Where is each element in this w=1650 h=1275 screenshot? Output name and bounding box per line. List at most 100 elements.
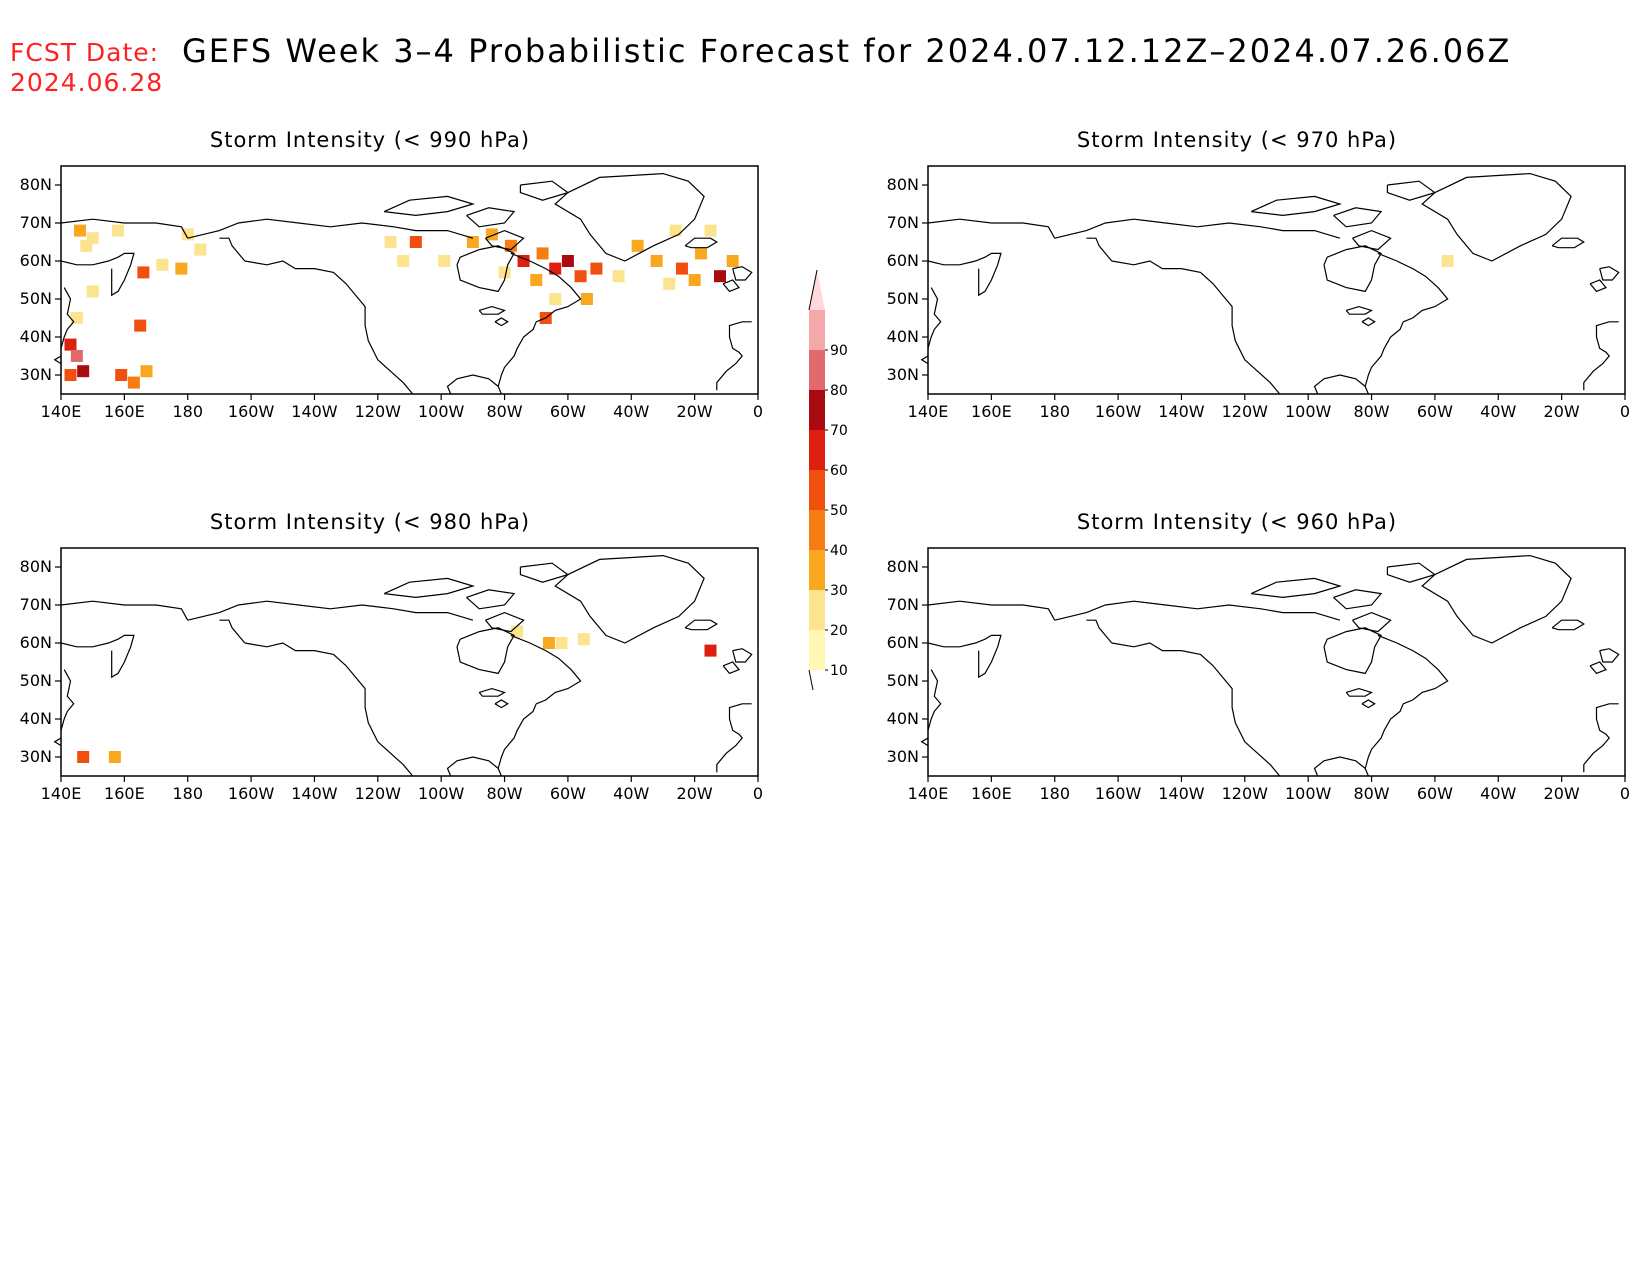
colorbar-label: 70 xyxy=(830,423,848,439)
prob-cell xyxy=(517,255,530,267)
map-970hpa: 80N 70N 60N 50N 40N 30N 140E 160E 180 160W 140W 120… xyxy=(887,165,1630,421)
lat-label: 50N xyxy=(20,289,52,308)
probability-cells xyxy=(1441,255,1454,267)
coastline xyxy=(1333,207,1383,228)
coastlines xyxy=(53,172,753,395)
coastline xyxy=(519,562,570,583)
coastline xyxy=(383,577,475,599)
lat-label: 40N xyxy=(887,327,919,346)
prob-cell xyxy=(397,255,410,267)
lat-label: 60N xyxy=(887,251,919,270)
coastline xyxy=(927,600,1056,621)
coastline xyxy=(60,600,189,621)
prob-cell xyxy=(70,312,83,324)
coastline xyxy=(722,279,740,293)
coastline xyxy=(1250,195,1342,217)
lat-label: 30N xyxy=(887,747,919,766)
coastline xyxy=(920,355,929,365)
coastline xyxy=(1364,321,1404,395)
lat-label: 50N xyxy=(887,671,919,690)
probability-cells xyxy=(77,625,717,763)
prob-cell xyxy=(650,255,663,267)
lon-label: 140E xyxy=(908,402,949,421)
lat-label: 80N xyxy=(20,175,52,194)
prob-cell xyxy=(112,224,125,237)
lat-label: 80N xyxy=(20,557,52,576)
prob-cell xyxy=(536,247,549,260)
lon-label: 80W xyxy=(1353,784,1389,803)
coastline xyxy=(478,305,506,315)
coastline xyxy=(510,634,582,705)
coastline xyxy=(466,207,516,228)
coastline xyxy=(60,252,135,297)
colorbar-label: 30 xyxy=(830,583,848,599)
map-background xyxy=(928,548,1625,776)
prob-cell xyxy=(175,262,188,275)
coastline xyxy=(497,703,537,777)
lon-label: 40W xyxy=(1480,784,1516,803)
coastline xyxy=(1345,305,1373,315)
colorbar-label: 40 xyxy=(830,543,848,559)
coastline xyxy=(927,252,1002,297)
coastline xyxy=(1250,577,1342,599)
prob-cell xyxy=(77,365,90,378)
prob-cell xyxy=(561,255,574,267)
coastline xyxy=(219,237,246,262)
coastline xyxy=(1333,589,1383,610)
prob-cell xyxy=(74,224,87,237)
coastline xyxy=(244,260,414,395)
prob-cell xyxy=(438,255,451,267)
panel-title-960: Storm Intensity (< 960 hPa) xyxy=(1076,510,1398,534)
lon-label: 0 xyxy=(1620,402,1630,421)
coastline xyxy=(446,756,499,777)
prob-cell xyxy=(140,365,153,378)
coastline xyxy=(60,287,75,349)
map-frame xyxy=(60,547,759,777)
colorbar-label: 60 xyxy=(830,463,848,479)
prob-cell xyxy=(580,293,593,305)
map-border xyxy=(60,547,759,777)
colorbar-label: 90 xyxy=(830,343,848,359)
coastline xyxy=(1111,260,1281,395)
coastline xyxy=(1323,245,1382,293)
lat-label: 30N xyxy=(20,365,52,384)
lon-label: 20W xyxy=(677,402,713,421)
coastline xyxy=(244,642,414,777)
colorbar-label: 80 xyxy=(830,383,848,399)
prob-cell xyxy=(77,751,90,763)
lon-label: 180 xyxy=(1039,784,1070,803)
coastline xyxy=(927,669,942,731)
prob-cell xyxy=(384,236,397,248)
page-title: GEFS Week 3–4 Probabilistic Forecast for… xyxy=(182,32,1512,70)
lon-label: 60W xyxy=(1417,402,1453,421)
coastline xyxy=(716,321,752,391)
lat-label: 60N xyxy=(20,633,52,652)
lon-label: 80W xyxy=(486,784,522,803)
colorbar-segment xyxy=(809,430,825,470)
prob-cell xyxy=(108,751,121,763)
prob-cell xyxy=(590,262,603,275)
lon-label: 0 xyxy=(1620,784,1630,803)
coastline xyxy=(684,619,718,631)
colorbar-top-arrow xyxy=(809,270,825,310)
colorbar-legend: 10 20 30 40 50 60 70 80 90 xyxy=(808,270,848,690)
prob-cell xyxy=(577,633,590,646)
prob-cell xyxy=(542,637,555,649)
lon-label: 80W xyxy=(486,402,522,421)
lon-label: 180 xyxy=(1039,402,1070,421)
coastline xyxy=(1364,703,1404,777)
map-960hpa: 80N 70N 60N 50N 40N 30N 140E 160E 180 160W 140W 120… xyxy=(887,547,1630,803)
map-990hpa: 80N 70N 60N 50N 40N 30N 140E 160E 180 160W 140W 120… xyxy=(20,165,763,421)
coastline xyxy=(1086,619,1113,644)
lon-label: 140W xyxy=(291,402,338,421)
colorbar-segment xyxy=(809,350,825,390)
prob-cell xyxy=(669,224,682,237)
coastline xyxy=(485,229,525,251)
lat-label: 30N xyxy=(887,365,919,384)
coastline xyxy=(1551,619,1585,631)
lat-label: 60N xyxy=(887,633,919,652)
prob-cell xyxy=(64,369,77,381)
coastline xyxy=(446,374,499,395)
lat-label: 30N xyxy=(20,747,52,766)
coastline xyxy=(722,661,740,675)
